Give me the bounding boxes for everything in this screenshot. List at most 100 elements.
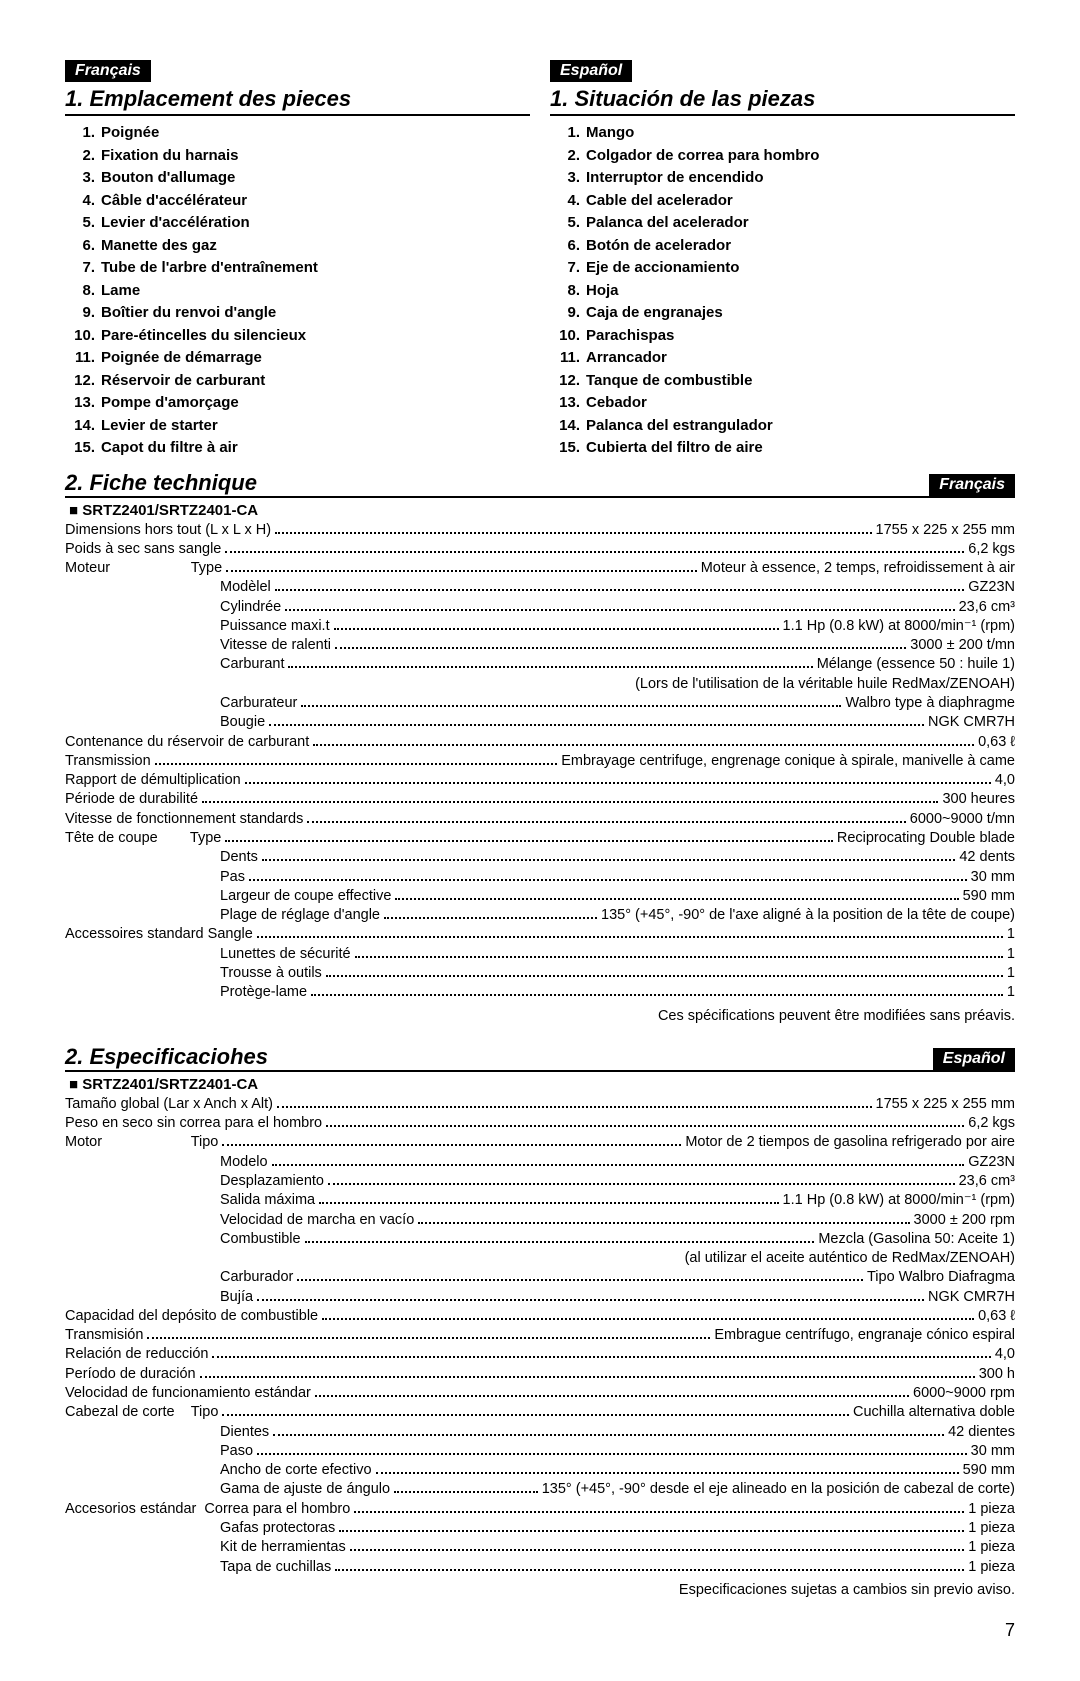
spec-row: Tapa de cuchillas1 pieza [65, 1558, 1015, 1577]
spec-row: Gama de ajuste de ángulo135° (+45°, -90°… [65, 1480, 1015, 1499]
parts-item: 7.Tube de l'arbre d'entraînement [71, 257, 530, 280]
parts-item: 5.Levier d'accélération [71, 212, 530, 235]
parts-item: 12.Tanque de combustible [556, 370, 1015, 393]
parts-item: 13.Cebador [556, 392, 1015, 415]
parts-columns: Français 1. Emplacement des pieces 1.Poi… [65, 60, 1015, 460]
spec-row: Salida máxima1.1 Hp (0.8 kW) at 8000/min… [65, 1191, 1015, 1210]
spec-row: Dents42 dents [65, 848, 1015, 867]
parts-item: 4.Cable del acelerador [556, 190, 1015, 213]
spec-row: Desplazamiento23,6 cm³ [65, 1172, 1015, 1191]
parts-item: 11.Poignée de démarrage [71, 347, 530, 370]
parts-list-es: 1.Mango2.Colgador de correa para hombro3… [550, 122, 1015, 460]
parts-item: 5.Palanca del acelerador [556, 212, 1015, 235]
parts-item: 15.Cubierta del filtro de aire [556, 437, 1015, 460]
parts-item: 4.Câble d'accélérateur [71, 190, 530, 213]
spec-row: BujíaNGK CMR7H [65, 1288, 1015, 1307]
spec-row: Trousse à outils1 [65, 964, 1015, 983]
spec-row: TransmisiónEmbrague centrífugo, engranaj… [65, 1326, 1015, 1345]
section1-title-es: 1. Situación de las piezas [550, 86, 1015, 116]
spec-row: Période de durabilité300 heures [65, 790, 1015, 809]
section1-title-fr: 1. Emplacement des pieces [65, 86, 530, 116]
spec-row: Dientes42 dientes [65, 1423, 1015, 1442]
spec-row: Vitesse de ralenti3000 ± 200 t/mn [65, 636, 1015, 655]
parts-item: 15.Capot du filtre à air [71, 437, 530, 460]
model-fr: SRTZ2401/SRTZ2401-CA [69, 502, 1015, 519]
spec-row: Vitesse de fonctionnement standards6000~… [65, 810, 1015, 829]
spec-note: (al utilizar el aceite auténtico de RedM… [65, 1249, 1015, 1268]
parts-item: 10.Pare-étincelles du silencieux [71, 325, 530, 348]
spec-row: ModeloGZ23N [65, 1153, 1015, 1172]
col-fr: Français 1. Emplacement des pieces 1.Poi… [65, 60, 530, 460]
spec-row: Dimensions hors tout (L x L x H)1755 x 2… [65, 521, 1015, 540]
spec-row: Puissance maxi.t1.1 Hp (0.8 kW) at 8000/… [65, 617, 1015, 636]
section2-header-fr: 2. Fiche technique Français [65, 470, 1015, 498]
parts-item: 12.Réservoir de carburant [71, 370, 530, 393]
spec-block-es: Tamaño global (Lar x Anch x Alt)1755 x 2… [65, 1095, 1015, 1600]
spec-row: Relación de reducción4,0 [65, 1345, 1015, 1364]
lang-tag-fr: Français [65, 60, 151, 82]
spec-row: ModèlelGZ23N [65, 578, 1015, 597]
spec-row: Velocidad de marcha en vacío3000 ± 200 r… [65, 1211, 1015, 1230]
spec-row: Moteur TypeMoteur à essence, 2 temps, re… [65, 559, 1015, 578]
lang-tag-fr-2: Français [929, 474, 1015, 496]
parts-item: 1.Poignée [71, 122, 530, 145]
parts-item: 2.Fixation du harnais [71, 145, 530, 168]
spec-row: CarburateurWalbro type à diaphragme [65, 694, 1015, 713]
lang-tag-es-2: Español [933, 1048, 1015, 1070]
spec-row: Rapport de démultiplication4,0 [65, 771, 1015, 790]
spec-row: TransmissionEmbrayage centrifuge, engren… [65, 752, 1015, 771]
parts-item: 6.Botón de acelerador [556, 235, 1015, 258]
parts-item: 10.Parachispas [556, 325, 1015, 348]
parts-item: 7.Eje de accionamiento [556, 257, 1015, 280]
spec-row: Peso en seco sin correa para el hombro6,… [65, 1114, 1015, 1133]
section2-header-es: 2. Especificaciohes Español [65, 1044, 1015, 1072]
spec-block-fr: Dimensions hors tout (L x L x H)1755 x 2… [65, 521, 1015, 1026]
parts-item: 13.Pompe d'amorçage [71, 392, 530, 415]
spec-row: CarburadorTipo Walbro Diafragma [65, 1268, 1015, 1287]
spec-row: Período de duración300 h [65, 1365, 1015, 1384]
parts-item: 6.Manette des gaz [71, 235, 530, 258]
spec-row: Cabezal de corte TipoCuchilla alternativ… [65, 1403, 1015, 1422]
spec-row: BougieNGK CMR7H [65, 713, 1015, 732]
section2-title-es: 2. Especificaciohes [65, 1044, 268, 1070]
spec-row: Cylindrée23,6 cm³ [65, 598, 1015, 617]
spec-row: Lunettes de sécurité1 [65, 945, 1015, 964]
spec-row: Accessoires standard Sangle1 [65, 925, 1015, 944]
spec-row: Velocidad de funcionamiento estándar6000… [65, 1384, 1015, 1403]
parts-item: 3.Bouton d'allumage [71, 167, 530, 190]
page-number: 7 [65, 1620, 1015, 1641]
spec-row: Tamaño global (Lar x Anch x Alt)1755 x 2… [65, 1095, 1015, 1114]
parts-item: 2.Colgador de correa para hombro [556, 145, 1015, 168]
spec-row: Motor TipoMotor de 2 tiempos de gasolina… [65, 1133, 1015, 1152]
parts-item: 11.Arrancador [556, 347, 1015, 370]
spec-footnote: Ces spécifications peuvent être modifiée… [65, 1007, 1015, 1026]
spec-row: Poids à sec sans sangle6,2 kgs [65, 540, 1015, 559]
lang-tag-es: Español [550, 60, 632, 82]
spec-row: Tête de coupe TypeReciprocating Double b… [65, 829, 1015, 848]
parts-item: 8.Lame [71, 280, 530, 303]
spec-row: Paso30 mm [65, 1442, 1015, 1461]
spec-row: Contenance du réservoir de carburant0,63… [65, 733, 1015, 752]
model-es: SRTZ2401/SRTZ2401-CA [69, 1076, 1015, 1093]
parts-item: 9.Boîtier du renvoi d'angle [71, 302, 530, 325]
spec-row: Gafas protectoras1 pieza [65, 1519, 1015, 1538]
parts-item: 8.Hoja [556, 280, 1015, 303]
spec-row: Kit de herramientas1 pieza [65, 1538, 1015, 1557]
parts-item: 14.Levier de starter [71, 415, 530, 438]
parts-item: 3.Interruptor de encendido [556, 167, 1015, 190]
spec-note: (Lors de l'utilisation de la véritable h… [65, 675, 1015, 694]
spec-row: Accesorios estándar Correa para el hombr… [65, 1500, 1015, 1519]
spec-row: CarburantMélange (essence 50 : huile 1) [65, 655, 1015, 674]
parts-list-fr: 1.Poignée2.Fixation du harnais3.Bouton d… [65, 122, 530, 460]
spec-row: Ancho de corte efectivo590 mm [65, 1461, 1015, 1480]
parts-item: 14.Palanca del estrangulador [556, 415, 1015, 438]
spec-row: Pas30 mm [65, 868, 1015, 887]
spec-row: Protège-lame1 [65, 983, 1015, 1002]
section2-title-fr: 2. Fiche technique [65, 470, 257, 496]
spec-row: Capacidad del depósito de combustible0,6… [65, 1307, 1015, 1326]
spec-row: Largeur de coupe effective590 mm [65, 887, 1015, 906]
parts-item: 9.Caja de engranajes [556, 302, 1015, 325]
spec-footnote: Especificaciones sujetas a cambios sin p… [65, 1581, 1015, 1600]
spec-row: CombustibleMezcla (Gasolina 50: Aceite 1… [65, 1230, 1015, 1249]
parts-item: 1.Mango [556, 122, 1015, 145]
